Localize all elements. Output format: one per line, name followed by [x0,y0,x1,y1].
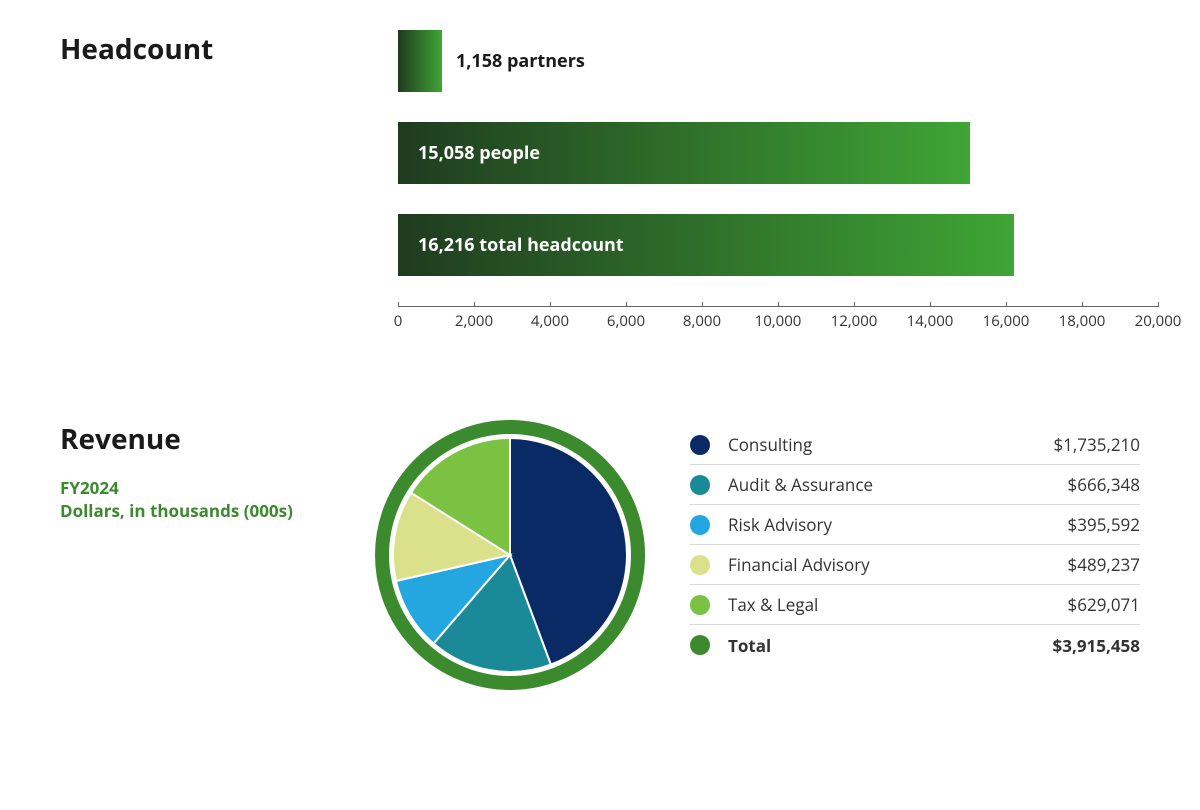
legend-value: $666,348 [1068,473,1140,496]
x-axis-tick-label: 0 [394,311,403,331]
legend-swatch [690,555,710,575]
x-axis-tick-label: 18,000 [1059,311,1106,331]
x-axis-tick-label: 10,000 [755,311,802,331]
legend-swatch [690,515,710,535]
legend-row-total: Total$3,915,458 [690,625,1140,665]
headcount-section: Headcount 1,158 partners15,058 people16,… [60,30,1160,68]
legend-swatch [690,475,710,495]
legend-value: $629,071 [1068,593,1140,616]
x-axis-tick-label: 6,000 [607,311,645,331]
headcount-bar: 15,058 people [398,122,970,184]
legend-label: Financial Advisory [728,553,1068,576]
revenue-legend-table: Consulting$1,735,210Audit & Assurance$66… [690,425,1140,665]
legend-row: Audit & Assurance$666,348 [690,465,1140,505]
headcount-x-axis: 02,0004,0006,0008,00010,00012,00014,0001… [398,306,1158,336]
legend-value: $489,237 [1068,553,1140,576]
headcount-bar-row: 1,158 partners [398,30,1158,92]
legend-value: $3,915,458 [1053,634,1140,657]
x-axis-tick-label: 2,000 [455,311,493,331]
headcount-bar-row: 16,216 total headcount [398,214,1158,276]
legend-label: Audit & Assurance [728,473,1068,496]
x-axis-tick-label: 12,000 [831,311,878,331]
legend-label: Risk Advisory [728,513,1068,536]
legend-row: Tax & Legal$629,071 [690,585,1140,625]
legend-row: Consulting$1,735,210 [690,425,1140,465]
legend-label: Consulting [728,433,1053,456]
x-axis-tick-label: 4,000 [531,311,569,331]
legend-value: $395,592 [1068,513,1140,536]
x-axis-tick-label: 8,000 [683,311,721,331]
headcount-bar-chart: 1,158 partners 15,058 people 16,216 total … [398,30,1158,336]
x-axis-tick-label: 16,000 [983,311,1030,331]
legend-swatch [690,635,710,655]
revenue-pie-chart [375,420,645,695]
legend-swatch [690,435,710,455]
x-axis-tick-label: 14,000 [907,311,954,331]
headcount-bar: 16,216 total headcount [398,214,1014,276]
x-axis-tick-label: 20,000 [1135,311,1182,331]
headcount-bar-label: 15,058 people [418,141,540,165]
headcount-bar-label: 16,216 total headcount [418,233,624,257]
legend-label: Tax & Legal [728,593,1068,616]
legend-row: Financial Advisory$489,237 [690,545,1140,585]
headcount-bar-label: 1,158 partners [456,49,585,73]
headcount-bar-row: 15,058 people [398,122,1158,184]
legend-value: $1,735,210 [1053,433,1140,456]
legend-swatch [690,595,710,615]
legend-row: Risk Advisory$395,592 [690,505,1140,545]
headcount-bar [398,30,442,92]
legend-label: Total [728,634,1053,657]
